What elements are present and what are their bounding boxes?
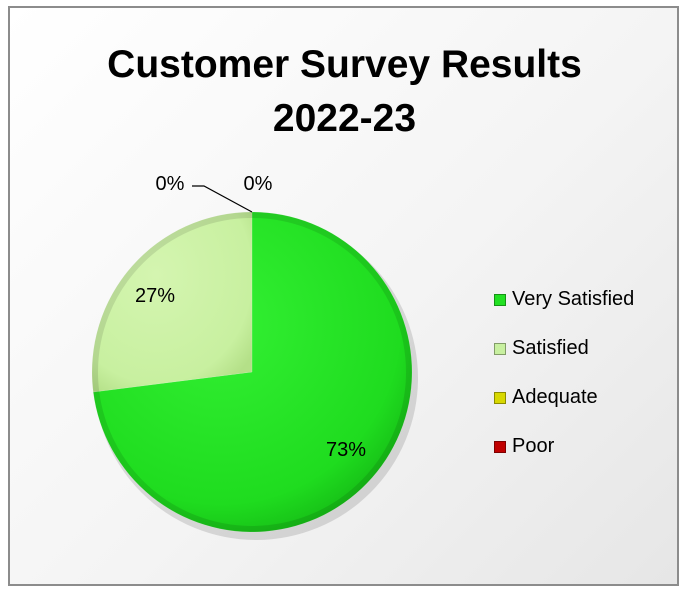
legend-label-very-satisfied: Very Satisfied [512, 288, 635, 310]
data-label-satisfied: 27% [135, 285, 175, 307]
pie-slice-satisfied [91, 211, 253, 393]
legend-item-very-satisfied: Very Satisfied [494, 287, 634, 312]
legend-swatch-satisfied [494, 342, 506, 355]
leader-line-adequate [192, 185, 253, 213]
legend-label-satisfied: Satisfied [512, 337, 589, 359]
pie-bevel [92, 212, 412, 532]
pie-slice-very-satisfied [92, 211, 413, 533]
chart-title-line-2: 2022-23 [272, 97, 417, 140]
data-label-very-satisfied: 73% [326, 439, 366, 461]
legend-item-poor: Poor [494, 434, 634, 459]
legend-label-poor: Poor [512, 435, 555, 457]
legend-label-adequate: Adequate [512, 386, 598, 408]
legend-swatch-poor [494, 440, 506, 453]
legend-swatch-adequate [494, 391, 506, 404]
data-label-poor: 0% [244, 173, 273, 195]
chart-legend: Very Satisfied Satisfied Adequate Poor [494, 287, 634, 483]
chart-title-line-1: Customer Survey Results [107, 43, 582, 86]
chart-title: Customer Survey Results 2022-23 [0, 38, 689, 146]
data-label-adequate: 0% [156, 173, 185, 195]
legend-swatch-very-satisfied [494, 293, 506, 306]
legend-item-adequate: Adequate [494, 385, 634, 410]
legend-item-satisfied: Satisfied [494, 336, 634, 361]
